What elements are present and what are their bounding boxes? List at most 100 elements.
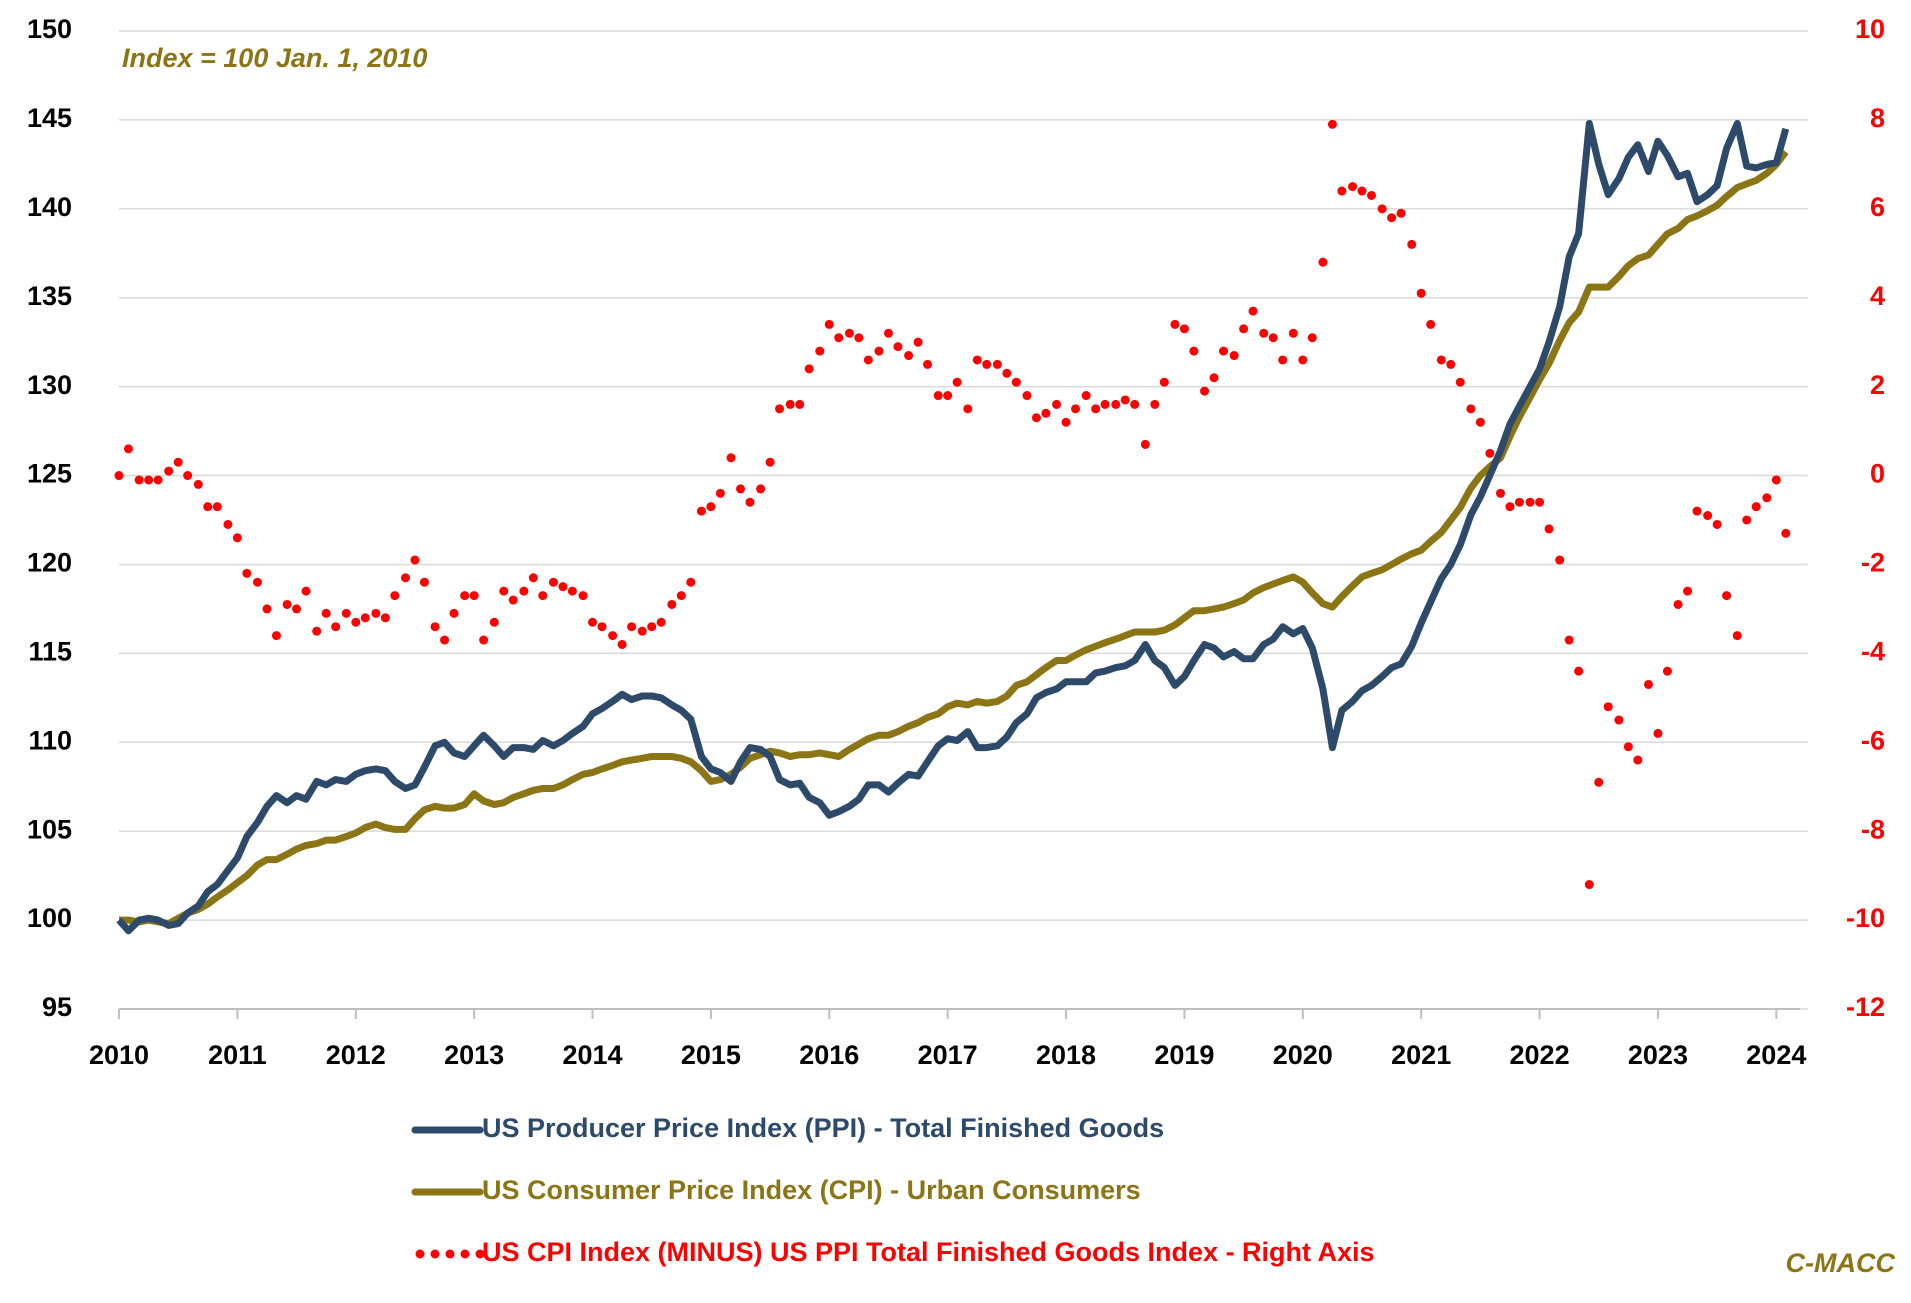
data-point <box>617 639 627 649</box>
data-point <box>1278 355 1288 365</box>
data-point <box>785 399 795 409</box>
data-point <box>1179 324 1189 334</box>
x-tick-label: 2012 <box>326 1040 386 1070</box>
data-point <box>1762 493 1772 503</box>
data-point <box>1485 448 1495 458</box>
data-point <box>1081 391 1091 401</box>
data-point <box>1377 204 1387 214</box>
data-point <box>1535 497 1545 507</box>
data-point <box>144 475 154 485</box>
data-point <box>765 457 775 467</box>
data-point <box>943 391 953 401</box>
data-point <box>1751 502 1761 512</box>
data-point <box>804 364 814 374</box>
data-point <box>1298 355 1308 365</box>
data-point <box>449 608 459 618</box>
data-point <box>815 346 825 356</box>
data-point <box>1455 377 1465 387</box>
data-point <box>1475 417 1485 427</box>
y-tick-label: 95 <box>42 992 72 1022</box>
data-point <box>1337 186 1347 196</box>
data-point <box>756 484 766 494</box>
x-tick-label: 2011 <box>208 1040 267 1070</box>
data-point <box>528 573 538 583</box>
data-point <box>1525 497 1535 507</box>
x-tick-label: 2014 <box>562 1040 622 1070</box>
data-point <box>1466 404 1476 414</box>
y-tick-label: 150 <box>27 14 72 44</box>
x-tick-label: 2024 <box>1746 1040 1806 1070</box>
y2-tick-label: -10 <box>1846 903 1885 933</box>
data-point <box>380 613 390 623</box>
data-point <box>597 622 607 632</box>
data-point <box>1603 702 1613 712</box>
data-point <box>253 577 263 587</box>
y2-tick-label: 0 <box>1870 459 1885 489</box>
data-point <box>667 599 677 609</box>
data-point <box>1189 346 1199 356</box>
data-point <box>1327 119 1337 129</box>
y2-tick-label: -8 <box>1861 814 1885 844</box>
data-point <box>1781 528 1791 538</box>
data-point <box>440 635 450 645</box>
data-point <box>1170 319 1180 329</box>
data-point <box>1159 377 1169 387</box>
data-point <box>1544 524 1554 534</box>
data-point <box>469 591 479 601</box>
data-point <box>312 626 322 636</box>
x-tick-label: 2019 <box>1154 1040 1214 1070</box>
data-point <box>212 502 222 512</box>
data-point <box>430 622 440 632</box>
data-point <box>1011 377 1021 387</box>
data-point <box>271 631 281 641</box>
data-point <box>183 471 193 481</box>
data-point <box>331 622 341 632</box>
x-tick-label: 2023 <box>1628 1040 1688 1070</box>
series-line <box>119 149 1789 928</box>
data-point <box>775 404 785 414</box>
data-point <box>360 613 370 623</box>
data-point <box>1348 182 1358 192</box>
chart-subtitle: Index = 100 Jan. 1, 2010 <box>122 43 427 73</box>
data-point <box>508 595 518 605</box>
data-point <box>460 591 470 601</box>
y2-tick-label: 2 <box>1870 370 1885 400</box>
data-point <box>390 591 400 601</box>
y2-tick-label: 8 <box>1870 103 1885 133</box>
data-point <box>982 359 992 369</box>
data-point <box>933 391 943 401</box>
data-point <box>567 586 577 596</box>
data-point <box>696 506 706 516</box>
data-point <box>1200 386 1210 396</box>
data-point <box>1416 288 1426 298</box>
data-point <box>538 591 548 601</box>
data-point <box>1426 319 1436 329</box>
data-point <box>1239 324 1249 334</box>
y-tick-label: 140 <box>27 192 72 222</box>
data-point <box>1288 328 1298 338</box>
data-point <box>223 519 233 529</box>
data-point <box>1555 555 1565 565</box>
data-point <box>627 622 637 632</box>
data-point <box>114 471 124 481</box>
legend-marker <box>430 1249 440 1259</box>
data-point <box>726 453 736 463</box>
data-point <box>489 617 499 627</box>
legend-label: US Producer Price Index (PPI) - Total Fi… <box>482 1113 1164 1143</box>
data-point <box>1052 399 1062 409</box>
data-point <box>1732 631 1742 641</box>
data-point <box>232 533 242 543</box>
data-point <box>578 591 588 601</box>
data-point <box>686 577 696 587</box>
data-point <box>1002 368 1012 378</box>
data-point <box>1436 355 1446 365</box>
data-point <box>893 342 903 352</box>
data-point <box>134 475 144 485</box>
x-tick-label: 2013 <box>444 1040 504 1070</box>
data-point <box>588 617 598 627</box>
data-point <box>1653 728 1663 738</box>
y2-tick-label: 6 <box>1870 192 1885 222</box>
data-point <box>992 359 1002 369</box>
data-point <box>676 591 686 601</box>
